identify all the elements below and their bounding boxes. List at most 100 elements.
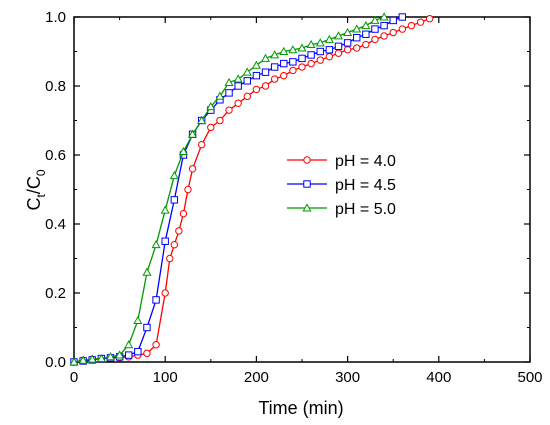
data-point (78, 355, 88, 364)
x-tick-label: 300 (335, 369, 360, 386)
x-axis-title: Time (min) (258, 398, 343, 418)
data-point (206, 101, 216, 111)
data-point (133, 315, 143, 325)
data-point (234, 82, 242, 90)
legend-item: pH = 4.5 (287, 177, 396, 194)
data-point (166, 254, 174, 263)
data-point (243, 77, 251, 85)
data-point (307, 51, 315, 59)
data-point (252, 85, 261, 94)
y-axis-title: Ct/C0 (24, 169, 48, 210)
y-axis-title-sub1: t (34, 194, 48, 198)
data-point (143, 349, 151, 358)
data-point (371, 25, 379, 33)
data-point (298, 63, 306, 71)
data-point (178, 146, 188, 155)
data-point (416, 18, 425, 26)
data-point (242, 67, 252, 76)
data-point (380, 21, 388, 30)
data-point (270, 75, 279, 83)
series-1 (70, 15, 434, 366)
data-point (279, 46, 289, 55)
data-point (134, 347, 142, 356)
data-point (260, 53, 271, 62)
y-tick-label: 1.0 (45, 9, 66, 26)
data-point (197, 140, 206, 149)
data-point (370, 15, 380, 24)
x-tick-label: 500 (517, 369, 542, 386)
data-point (170, 241, 179, 249)
y-tick-label: 0.0 (45, 354, 66, 371)
legend-swatch-marker (302, 203, 312, 212)
data-point (160, 205, 170, 214)
data-point (170, 196, 179, 204)
data-point (261, 68, 270, 76)
data-point (96, 353, 106, 362)
data-point (197, 115, 207, 124)
data-point (325, 46, 334, 54)
data-point (234, 99, 242, 107)
series-3 (69, 12, 389, 366)
data-point (298, 54, 306, 63)
data-point (252, 71, 261, 80)
data-point (352, 24, 362, 33)
legend-item: pH = 5.0 (287, 201, 396, 218)
x-tick-label: 200 (244, 369, 269, 386)
x-tick-label: 0 (70, 369, 78, 386)
y-tick-label: 0.2 (45, 285, 66, 302)
data-point (343, 27, 353, 36)
y-tick-label: 0.6 (45, 147, 66, 164)
data-point (152, 341, 160, 349)
data-point (243, 92, 251, 101)
data-point (398, 13, 407, 21)
y-tick-label: 0.4 (45, 216, 66, 233)
data-point (161, 289, 169, 297)
legend-swatch-marker (303, 156, 311, 164)
legend-item: pH = 4.0 (287, 153, 396, 170)
data-point (270, 50, 280, 59)
data-point (188, 129, 198, 138)
legend-label: pH = 5.0 (335, 201, 396, 218)
data-point (371, 35, 379, 44)
data-point (143, 323, 151, 332)
data-point (316, 47, 324, 56)
data-point (379, 12, 389, 21)
data-point (207, 123, 215, 132)
data-point (280, 71, 288, 80)
data-point (333, 31, 344, 40)
data-point (161, 237, 169, 245)
data-point (216, 116, 224, 125)
data-point (188, 165, 197, 173)
data-point (389, 16, 397, 25)
data-point (380, 32, 388, 40)
y-axis-title-sep: /C (24, 176, 44, 194)
data-point (343, 39, 352, 47)
data-point (353, 34, 361, 42)
data-point (389, 28, 397, 37)
data-point (280, 59, 288, 68)
axes: 0 100 200 300 400 500 0.0 0.2 0.4 0.6 0.8 1.0 (45, 9, 542, 386)
y-tick-label: 0.8 (45, 78, 66, 95)
data-point (425, 15, 434, 23)
data-point (334, 49, 343, 57)
data-point (297, 43, 307, 52)
data-point (334, 42, 343, 51)
data-point (343, 46, 352, 54)
data-point (115, 350, 125, 359)
data-point (316, 56, 324, 64)
data-point (361, 20, 371, 30)
data-point (215, 91, 225, 100)
data-point (289, 66, 297, 75)
data-point (125, 351, 133, 359)
data-point (288, 45, 298, 54)
y-axis-title-sub2: 0 (34, 169, 48, 176)
data-point (233, 74, 243, 83)
data-point (69, 357, 79, 366)
data-point (289, 58, 297, 66)
data-point (142, 267, 152, 276)
data-point (353, 44, 361, 52)
legend-swatch-marker (303, 180, 311, 188)
data-point (87, 354, 97, 363)
data-point (184, 185, 192, 194)
data-point (124, 340, 134, 349)
